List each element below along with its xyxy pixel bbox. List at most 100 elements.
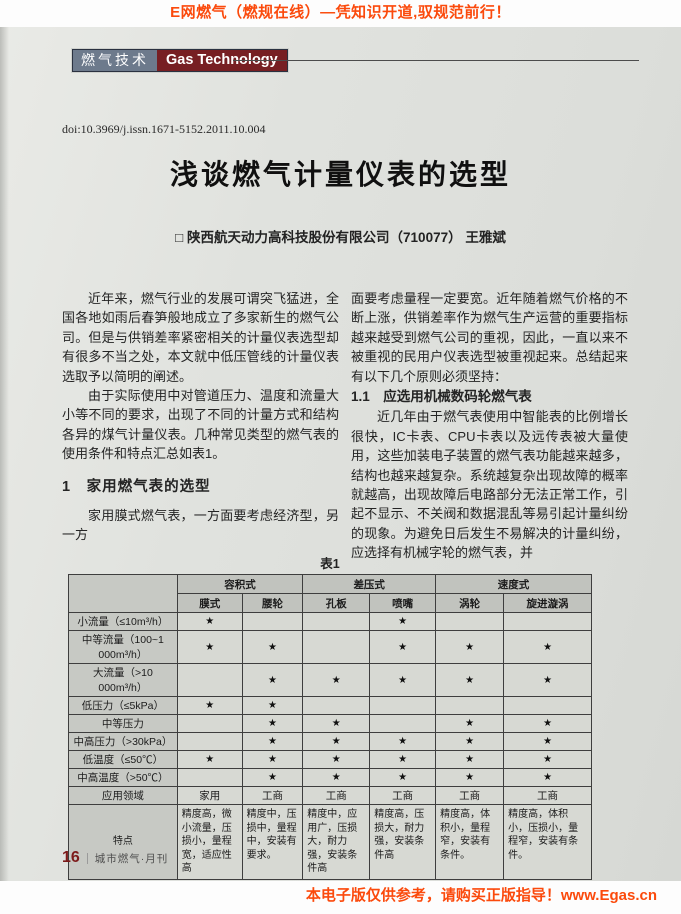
application-cell: 工商 xyxy=(369,786,437,805)
star-mark: ★ xyxy=(503,732,592,751)
star-mark: ★ xyxy=(503,750,592,769)
application-cell: 家用 xyxy=(176,786,243,805)
row-label: 低压力（≤5kPa） xyxy=(68,696,178,715)
footer-divider xyxy=(86,852,88,864)
feature-cell: 精度高，体积小，压损小，量程窄，安装有条件。 xyxy=(503,804,592,880)
row-label: 中等压力 xyxy=(68,714,178,733)
row-label: 中等流量（100~1 000m³/h） xyxy=(68,630,178,664)
empty-cell xyxy=(435,696,505,715)
empty-cell xyxy=(503,696,592,715)
criteria-row: 低温度（≤50℃） ★ ★ ★ ★ ★ ★ xyxy=(68,750,592,769)
star-mark: ★ xyxy=(241,750,304,769)
empty-cell xyxy=(176,663,243,697)
page-footer: 16 城市燃气·月刊 xyxy=(62,849,168,867)
feature-cell: 精度中，应用广，压损大，耐力强，安装条件高 xyxy=(302,804,371,880)
star-mark: ★ xyxy=(302,663,371,697)
star-mark: ★ xyxy=(176,696,243,715)
table-subcolumn-header: 旋进漩涡 xyxy=(503,593,592,613)
body-left-column: 近年来，燃气行业的发展可谓突飞猛进，全国各地如雨后春笋般地成立了多家新生的燃气公… xyxy=(62,289,339,563)
star-mark: ★ xyxy=(369,630,437,664)
table-subcolumn-header: 孔板 xyxy=(302,593,371,613)
feature-cell: 精度中，压损中，量程中，安装有要求。 xyxy=(241,804,304,880)
criteria-row: 中等压力 ★ ★ ★ ★ xyxy=(68,714,592,733)
feature-cell: 精度高，压损大，耐力强，安装条件高 xyxy=(369,804,437,880)
body-columns: 近年来，燃气行业的发展可谓突飞猛进，全国各地如雨后春笋般地成立了多家新生的燃气公… xyxy=(62,289,628,563)
star-mark: ★ xyxy=(302,732,371,751)
journal-name: 城市燃气·月刊 xyxy=(94,853,169,865)
paragraph: 由于实际使用中对管道压力、温度和流量大小等不同的要求，出现了不同的计量方式和结构… xyxy=(62,388,339,462)
criteria-row: 中等流量（100~1 000m³/h） ★ ★ ★ ★ ★ xyxy=(68,630,592,664)
author-line: □ 陕西航天动力高科技股份有限公司（710077） 王雅斌 xyxy=(175,230,506,245)
empty-cell xyxy=(369,714,437,733)
star-mark: ★ xyxy=(241,714,304,733)
star-mark: ★ xyxy=(369,732,437,751)
criteria-row: 中高压力（>30kPa） ★ ★ ★ ★ ★ xyxy=(68,732,592,751)
header-rule xyxy=(233,60,639,61)
star-mark: ★ xyxy=(435,750,505,769)
empty-cell xyxy=(435,612,505,631)
gas-technology-badge: 燃气技术 Gas Technology xyxy=(72,49,288,72)
star-mark: ★ xyxy=(302,750,371,769)
star-mark: ★ xyxy=(302,714,371,733)
criteria-row: 低压力（≤5kPa） ★ ★ xyxy=(68,696,592,715)
section-heading: 1 家用燃气表的选型 xyxy=(62,478,211,495)
star-mark: ★ xyxy=(241,663,304,697)
star-mark: ★ xyxy=(176,750,243,769)
row-label: 中高压力（>30kPa） xyxy=(68,732,178,751)
page-number: 16 xyxy=(62,849,80,866)
promo-banner-bottom: 本电子版仅供参考，请购买正版指导！www.Egas.cn xyxy=(0,881,681,914)
table-group-header: 差压式 xyxy=(302,574,437,594)
table-group-header: 速度式 xyxy=(435,574,592,594)
application-cell: 工商 xyxy=(435,786,505,805)
paragraph: 面要考虑量程一定要宽。近年随着燃气价格的不断上涨，供销差率作为燃气生产运营的重要… xyxy=(351,291,628,384)
scanned-page: 燃气技术 Gas Technology doi:10.3969/j.issn.1… xyxy=(0,27,681,881)
paragraph: 近几年由于燃气表使用中智能表的比例增长很快，IC卡表、CPU卡表以及远传表被大量… xyxy=(351,409,628,561)
promo-banner-bottom-text: 本电子版仅供参考，请购买正版指导！www.Egas.cn xyxy=(305,887,657,904)
table-subcolumn-header: 涡轮 xyxy=(435,593,505,613)
star-mark: ★ xyxy=(176,630,243,664)
table-group-header: 容积式 xyxy=(176,574,304,594)
subsection-heading: 1.1 应选用机械数码轮燃气表 xyxy=(351,389,532,405)
doi-text: doi:10.3969/j.issn.1671-5152.2011.10.004 xyxy=(62,122,266,136)
star-mark: ★ xyxy=(302,768,371,787)
star-mark: ★ xyxy=(369,750,437,769)
star-mark: ★ xyxy=(241,696,304,715)
star-mark: ★ xyxy=(503,714,592,733)
star-mark: ★ xyxy=(241,732,304,751)
table-subcolumn-header: 膜式 xyxy=(176,593,243,613)
table-caption: 表1 xyxy=(320,557,340,571)
row-label: 小流量（≤10m³/h） xyxy=(68,612,178,631)
star-mark: ★ xyxy=(503,663,592,697)
table-subheader-row: 膜式 腰轮 孔板 喷嘴 涡轮 旋进漩涡 xyxy=(69,593,592,613)
table-subcolumn-header: 腰轮 xyxy=(241,593,304,613)
star-mark: ★ xyxy=(435,630,505,664)
empty-cell xyxy=(241,612,304,631)
empty-cell xyxy=(176,768,243,787)
star-mark: ★ xyxy=(503,768,592,787)
promo-banner-top-text: E网燃气（燃规在线）—凭知识开道,驭规范前行！ xyxy=(170,4,511,21)
star-mark: ★ xyxy=(369,663,437,697)
row-label: 特点 xyxy=(68,804,178,880)
star-mark: ★ xyxy=(435,732,505,751)
star-mark: ★ xyxy=(241,630,304,664)
feature-cell: 精度高，体积小，量程窄，安装有条件。 xyxy=(435,804,505,880)
row-label: 中高温度（>50℃） xyxy=(68,768,178,787)
star-mark: ★ xyxy=(369,768,437,787)
row-label: 低温度（≤50℃） xyxy=(68,750,178,769)
feature-cell: 精度高，微小流量，压损小，量程宽，适应性高 xyxy=(176,804,243,880)
features-row: 特点 精度高，微小流量，压损小，量程宽，适应性高 精度中，压损中，量程中，安装有要求… xyxy=(68,804,592,880)
star-mark: ★ xyxy=(503,630,592,664)
star-mark: ★ xyxy=(435,663,505,697)
application-cell: 工商 xyxy=(503,786,592,805)
paragraph: 家用膜式燃气表，一方面要考虑经济型，另一方 xyxy=(62,508,339,543)
badge-english-label: Gas Technology xyxy=(157,50,287,71)
table-corner-cell xyxy=(68,574,178,613)
empty-cell xyxy=(369,696,437,715)
badge-chinese-label: 燃气技术 xyxy=(73,50,157,71)
empty-cell xyxy=(302,696,371,715)
paragraph: 近年来，燃气行业的发展可谓突飞猛进，全国各地如雨后春笋般地成立了多家新生的燃气公… xyxy=(62,291,339,384)
table-group-header-row: 容积式 差压式 速度式 xyxy=(68,574,592,613)
meter-selection-table: 容积式 差压式 速度式 膜式 腰轮 孔板 喷嘴 涡轮 旋进漩涡 小流量（≤10m³/h） ★ ★ 中等流… xyxy=(68,574,592,880)
empty-cell xyxy=(176,714,243,733)
empty-cell xyxy=(176,732,243,751)
